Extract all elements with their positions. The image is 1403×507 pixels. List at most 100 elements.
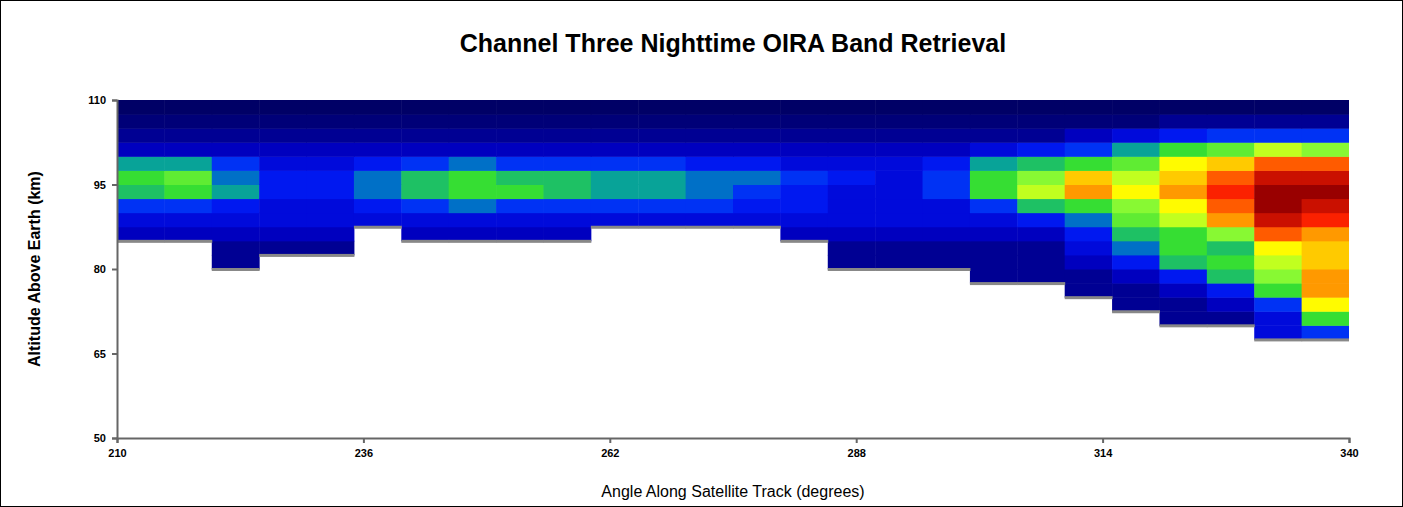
cell: [401, 114, 449, 129]
tick-label: 50: [94, 432, 106, 444]
cell: [259, 114, 307, 129]
cell: [1302, 142, 1349, 157]
data-edge: [1207, 324, 1255, 327]
cell: [164, 114, 212, 129]
data-edge: [970, 282, 1018, 285]
cell: [1207, 255, 1255, 270]
cell: [1159, 156, 1207, 171]
cell: [1254, 297, 1302, 312]
cell: [1065, 283, 1113, 298]
cell: [828, 142, 876, 157]
tick: 262: [601, 438, 619, 459]
data-edge: [1065, 296, 1113, 299]
cell: [401, 213, 449, 228]
cell: [828, 114, 876, 129]
cell: [780, 199, 828, 214]
cell: [875, 199, 923, 214]
cell: [1302, 100, 1349, 115]
cell: [496, 185, 544, 200]
cell: [875, 255, 923, 270]
cell: [638, 156, 686, 171]
tick: 340: [1340, 438, 1358, 459]
x-axis-title: Angle Along Satellite Track (degrees): [601, 483, 864, 500]
cell: [970, 269, 1018, 284]
cell: [638, 170, 686, 185]
cell: [1065, 213, 1113, 228]
cell: [875, 114, 923, 129]
tick: 236: [355, 438, 373, 459]
cell: [496, 156, 544, 171]
cell: [1112, 100, 1160, 115]
cell: [1302, 170, 1349, 185]
cell: [686, 114, 734, 129]
cell: [1302, 128, 1349, 143]
cell: [591, 156, 639, 171]
tick: 110: [88, 94, 117, 106]
cell: [164, 100, 212, 115]
cell: [1207, 241, 1255, 256]
cell: [543, 128, 591, 143]
cell: [1207, 311, 1255, 326]
cell: [259, 199, 307, 214]
cell: [449, 100, 497, 115]
tick-mark: [363, 438, 365, 443]
cell: [828, 227, 876, 242]
cell: [307, 213, 355, 228]
cell: [875, 100, 923, 115]
cell: [1017, 114, 1065, 129]
cell: [212, 255, 260, 270]
cell: [1065, 269, 1113, 284]
cell: [259, 128, 307, 143]
cell: [923, 114, 971, 129]
cell: [1302, 156, 1349, 171]
cell: [307, 128, 355, 143]
cell: [1065, 114, 1113, 129]
cell: [1207, 297, 1255, 312]
cell: [828, 213, 876, 228]
cell: [1254, 213, 1302, 228]
cell: [1017, 227, 1065, 242]
cell: [259, 213, 307, 228]
cell: [591, 142, 639, 157]
tick: 65: [94, 348, 117, 360]
cell: [1254, 325, 1302, 340]
cell: [1159, 241, 1207, 256]
cell: [1112, 156, 1160, 171]
cell: [923, 213, 971, 228]
tick-label: 65: [94, 348, 106, 360]
cell: [1254, 142, 1302, 157]
cell: [212, 114, 260, 129]
tick-mark: [609, 438, 611, 443]
cell: [1302, 325, 1349, 340]
cell: [401, 227, 449, 242]
cell: [117, 170, 165, 185]
cell: [638, 100, 686, 115]
cell: [164, 185, 212, 200]
cell: [496, 199, 544, 214]
cell: [259, 156, 307, 171]
cell: [1112, 114, 1160, 129]
cell: [1159, 185, 1207, 200]
cell: [1254, 199, 1302, 214]
cell: [970, 185, 1018, 200]
cell: [1017, 128, 1065, 143]
cell: [1065, 199, 1113, 214]
cell: [638, 142, 686, 157]
cell: [1207, 128, 1255, 143]
cell: [543, 100, 591, 115]
data-edge: [212, 268, 260, 271]
cell: [1112, 128, 1160, 143]
cell: [1254, 156, 1302, 171]
cell: [164, 128, 212, 143]
cell: [1207, 283, 1255, 298]
cells: [117, 100, 1349, 341]
cell: [875, 213, 923, 228]
cell: [780, 213, 828, 228]
cell: [496, 100, 544, 115]
tick-label: 80: [94, 263, 106, 275]
cell: [212, 227, 260, 242]
cell: [828, 156, 876, 171]
cell: [1302, 213, 1349, 228]
cell: [686, 156, 734, 171]
cell: [543, 199, 591, 214]
